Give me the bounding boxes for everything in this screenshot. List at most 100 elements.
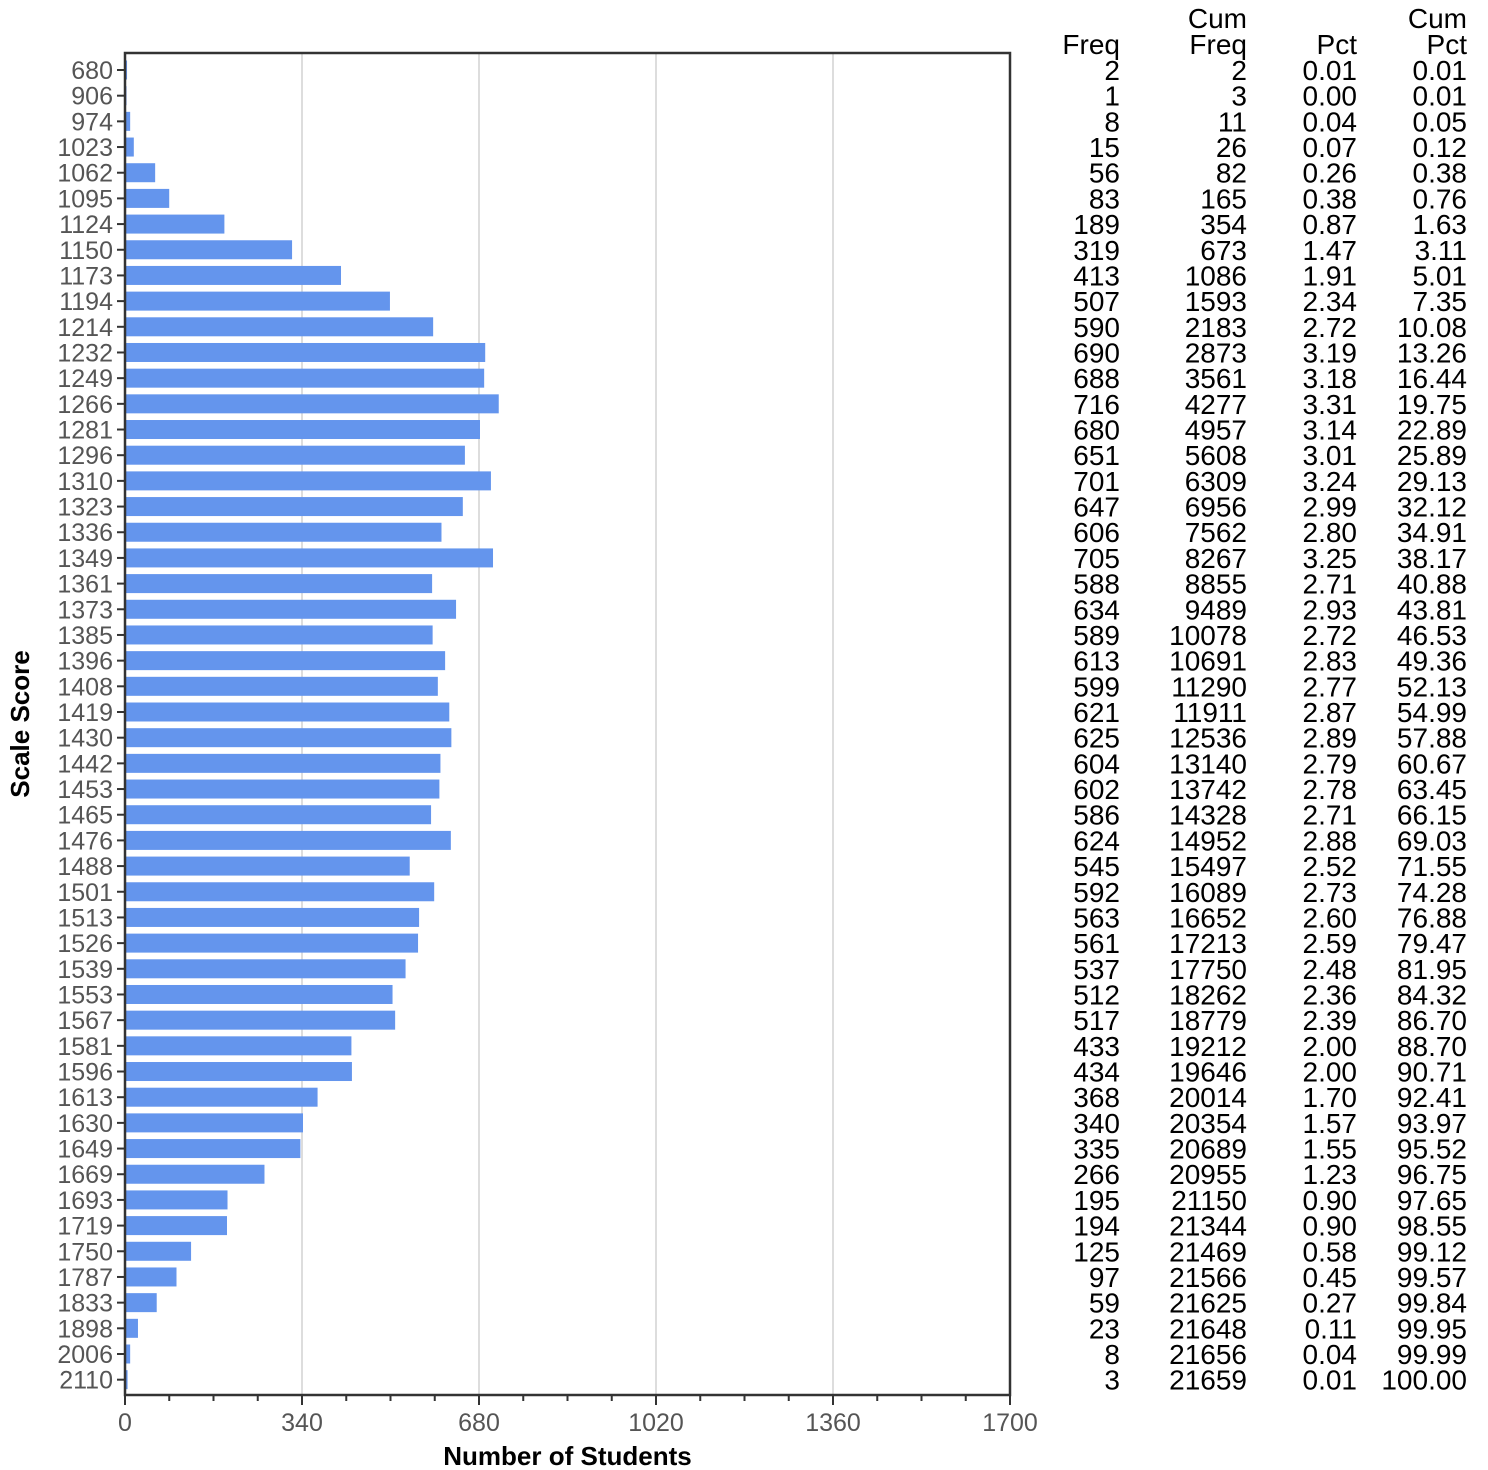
- table-cell: 701: [1073, 466, 1120, 497]
- table-cell: 189: [1073, 209, 1120, 240]
- y-tick-label: 1567: [57, 1007, 113, 1035]
- y-tick-label: 1488: [57, 853, 113, 881]
- y-tick-label: 1442: [57, 750, 113, 778]
- table-cell: 0.27: [1303, 1288, 1358, 1319]
- table-cell: 0.05: [1413, 106, 1468, 137]
- table-header-line1: Cum: [1408, 3, 1467, 34]
- table-cell: 2.80: [1303, 517, 1358, 548]
- table-cell: 20354: [1169, 1108, 1247, 1139]
- bars: [126, 60, 499, 1390]
- table-header-line1: Cum: [1188, 3, 1247, 34]
- y-axis: 6809069741023106210951124115011731194121…: [57, 57, 125, 1395]
- y-tick-label: 1266: [57, 391, 113, 419]
- bar: [126, 291, 390, 311]
- table-cell: 19646: [1169, 1057, 1247, 1088]
- bar: [126, 1344, 131, 1364]
- y-tick-label: 1787: [57, 1264, 113, 1292]
- y-tick-label: 1750: [57, 1238, 113, 1266]
- table-cell: 25.89: [1397, 440, 1467, 471]
- table-cell: 13140: [1169, 748, 1247, 779]
- y-tick-label: 1249: [57, 365, 113, 393]
- table-cell: 634: [1073, 594, 1120, 625]
- table-cell: 606: [1073, 517, 1120, 548]
- table-cell: 2.71: [1303, 569, 1358, 600]
- table-cell: 2.71: [1303, 800, 1358, 831]
- table-cell: 99.12: [1397, 1236, 1467, 1267]
- table-cell: 49.36: [1397, 646, 1467, 677]
- bar: [126, 728, 452, 748]
- table-cell: 21656: [1169, 1339, 1247, 1370]
- table-cell: 2873: [1185, 337, 1247, 368]
- table-cell: 2.79: [1303, 748, 1358, 779]
- table-cell: 2.00: [1303, 1057, 1358, 1088]
- table-cell: 705: [1073, 543, 1120, 574]
- table-cell: 0.12: [1413, 132, 1468, 163]
- table-cell: 688: [1073, 363, 1120, 394]
- bar: [126, 599, 457, 619]
- table-cell: 3: [1104, 1365, 1120, 1396]
- y-axis-title: Scale Score: [5, 650, 35, 797]
- table-cell: 2.39: [1303, 1005, 1358, 1036]
- table-cell: 16.44: [1397, 363, 1467, 394]
- table-cell: 2.83: [1303, 646, 1358, 677]
- table-cell: 88.70: [1397, 1031, 1467, 1062]
- x-tick-label: 1020: [628, 1409, 684, 1437]
- table-cell: 11: [1218, 106, 1247, 137]
- table-cell: 98.55: [1397, 1211, 1467, 1242]
- table-cell: 0.00: [1303, 81, 1358, 112]
- bar: [126, 984, 393, 1004]
- bar: [126, 522, 442, 542]
- table-cell: 2.88: [1303, 825, 1358, 856]
- table-cell: 14952: [1169, 825, 1247, 856]
- table-cell: 0.90: [1303, 1211, 1358, 1242]
- y-tick-label: 1719: [57, 1213, 113, 1241]
- table-header: Pct: [1427, 29, 1468, 60]
- y-tick-label: 1513: [57, 904, 113, 932]
- bar: [126, 856, 410, 876]
- table-cell: 2.73: [1303, 877, 1358, 908]
- table-cell: 21150: [1171, 1185, 1247, 1216]
- table-cell: 52.13: [1397, 671, 1467, 702]
- table-cell: 624: [1073, 825, 1120, 856]
- table-cell: 1086: [1185, 260, 1247, 291]
- table-header: Freq: [1189, 29, 1247, 60]
- table-cell: 588: [1073, 569, 1120, 600]
- table-cell: 4957: [1185, 415, 1247, 446]
- table-cell: 3.25: [1303, 543, 1358, 574]
- table-cell: 13.26: [1397, 337, 1467, 368]
- bar: [126, 625, 433, 645]
- table-cell: 20955: [1169, 1159, 1247, 1190]
- x-tick-label: 680: [458, 1409, 500, 1437]
- table-cell: 83: [1089, 183, 1120, 214]
- table-cell: 21566: [1169, 1262, 1247, 1293]
- table-cell: 0.87: [1303, 209, 1358, 240]
- y-tick-label: 1385: [57, 622, 113, 650]
- table-cell: 32.12: [1397, 492, 1467, 523]
- table-cell: 625: [1073, 723, 1120, 754]
- bar: [126, 1139, 301, 1159]
- bar: [126, 805, 432, 825]
- table-cell: 16652: [1169, 902, 1247, 933]
- table-cell: 0.01: [1413, 81, 1468, 112]
- table-cell: 92.41: [1397, 1082, 1467, 1113]
- table-cell: 0.76: [1413, 183, 1468, 214]
- table-cell: 517: [1073, 1005, 1120, 1036]
- table-cell: 56: [1089, 158, 1120, 189]
- table-cell: 69.03: [1397, 825, 1467, 856]
- y-tick-label: 1465: [57, 802, 113, 830]
- table-cell: 194: [1073, 1211, 1120, 1242]
- table-cell: 1: [1104, 81, 1120, 112]
- bar: [126, 1293, 157, 1313]
- table-cell: 54.99: [1397, 697, 1467, 728]
- bar: [126, 342, 486, 362]
- bar: [126, 882, 435, 902]
- y-tick-label: 1476: [57, 827, 113, 855]
- table-cell: 93.97: [1397, 1108, 1467, 1139]
- y-tick-label: 1150: [59, 237, 113, 265]
- bar: [126, 1267, 177, 1287]
- table-cell: 8: [1104, 1339, 1120, 1370]
- y-tick-label: 1296: [57, 442, 113, 470]
- bar: [126, 265, 342, 285]
- grid-lines: [301, 53, 834, 1395]
